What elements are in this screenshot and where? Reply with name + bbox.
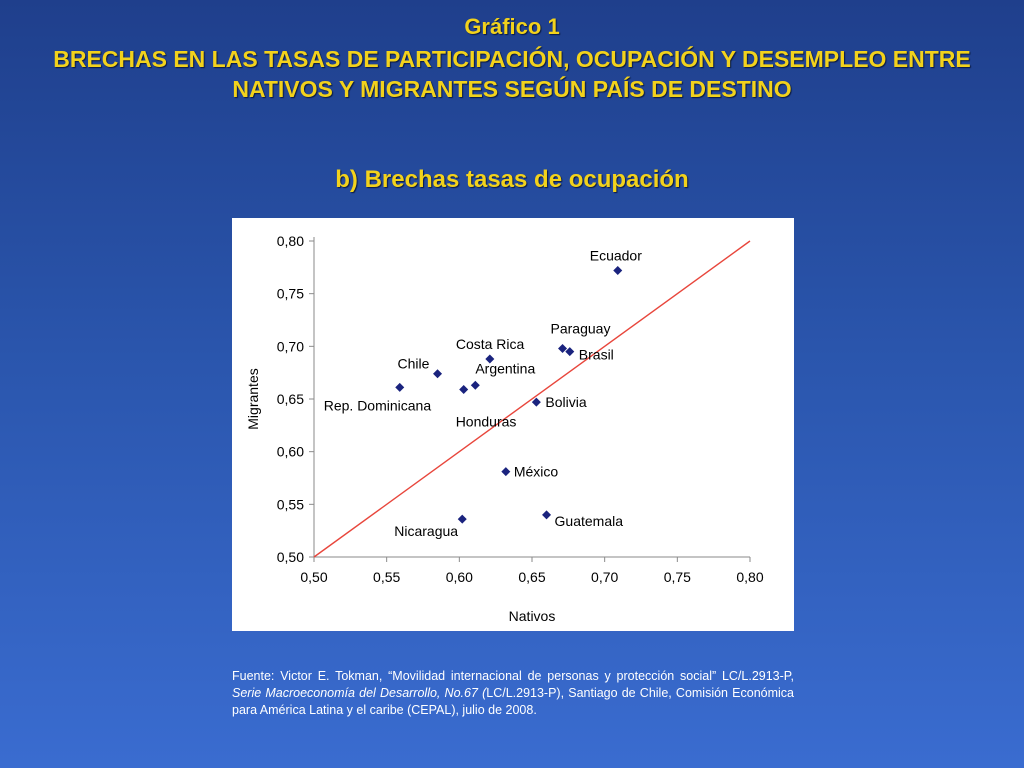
x-tick-label: 0,50 [300, 569, 327, 585]
point-label: Argentina [475, 360, 535, 376]
point-label: Costa Rica [456, 336, 525, 352]
point-label: Paraguay [551, 320, 611, 336]
x-tick-label: 0,55 [373, 569, 400, 585]
scatter-point [558, 343, 568, 353]
scatter-point [485, 354, 495, 364]
reference-line-group [313, 240, 751, 558]
scatter-point [395, 382, 405, 392]
point-label: Bolivia [545, 394, 586, 410]
point-label: Nicaragua [394, 523, 458, 539]
point-label: México [514, 464, 559, 480]
x-tick-label: 0,65 [518, 569, 545, 585]
y-axis-title: Migrantes [245, 368, 261, 429]
scatter-point [470, 380, 480, 390]
point-label: Ecuador [590, 247, 642, 263]
slide-subtitle: b) Brechas tasas de ocupación [335, 166, 689, 193]
y-tick-label: 0,80 [277, 233, 304, 249]
x-tick-label: 0,60 [446, 569, 473, 585]
scatter-point [457, 514, 467, 524]
scatter-point [433, 369, 443, 379]
point-label: Brasil [579, 347, 614, 363]
chart-point-labels: Ecuador Paraguay Brasil Costa Rica Chile Rep.… [324, 247, 642, 539]
source-note: Fuente: Victor E. Tokman, “Movilidad int… [232, 668, 794, 719]
scatter-point [613, 265, 623, 275]
scatter-point [531, 397, 541, 407]
scatter-point [459, 385, 469, 395]
scatter-point [501, 467, 511, 477]
source-text-part1: Fuente: Victor E. Tokman, “Movilidad int… [232, 669, 794, 683]
slide-title: BRECHAS EN LAS TASAS DE PARTICIPACIÓN, O… [53, 46, 971, 102]
x-tick-label: 0,75 [664, 569, 691, 585]
scatter-point [542, 510, 552, 520]
source-text-series: Serie Macroeconomía del Desarrollo, No.6… [232, 686, 487, 700]
point-label: Honduras [456, 414, 517, 430]
chart-axes: 0,50 0,55 0,60 0,65 0,70 0,75 0,80 0,50 0,55 0,60… [277, 233, 764, 585]
point-label: Chile [398, 356, 430, 372]
point-label: Guatemala [555, 513, 624, 529]
chart-points [395, 265, 623, 524]
y-tick-label: 0,55 [277, 496, 304, 512]
point-label: Rep. Dominicana [324, 397, 432, 413]
y-tick-label: 0,75 [277, 286, 304, 302]
chart-number-label: Gráfico 1 [464, 14, 560, 39]
y-tick-label: 0,70 [277, 338, 304, 354]
x-axis-title: Nativos [509, 608, 556, 624]
chart-panel: 0,50 0,55 0,60 0,65 0,70 0,75 0,80 0,50 0,55 0,60… [232, 218, 794, 631]
y-tick-label: 0,50 [277, 549, 304, 565]
y-tick-label: 0,65 [277, 391, 304, 407]
x-tick-label: 0,70 [591, 569, 618, 585]
slide-header: Gráfico 1 BRECHAS EN LAS TASAS DE PARTIC… [0, 14, 1024, 104]
scatter-chart: 0,50 0,55 0,60 0,65 0,70 0,75 0,80 0,50 0,55 0,60… [245, 233, 764, 624]
reference-line [313, 240, 751, 558]
x-tick-label: 0,80 [736, 569, 763, 585]
source-text-part2: LC/L.2913-P), Santiago de Chile, Comisió… [232, 686, 795, 717]
y-tick-label: 0,60 [277, 444, 304, 460]
scatter-point [565, 347, 575, 357]
